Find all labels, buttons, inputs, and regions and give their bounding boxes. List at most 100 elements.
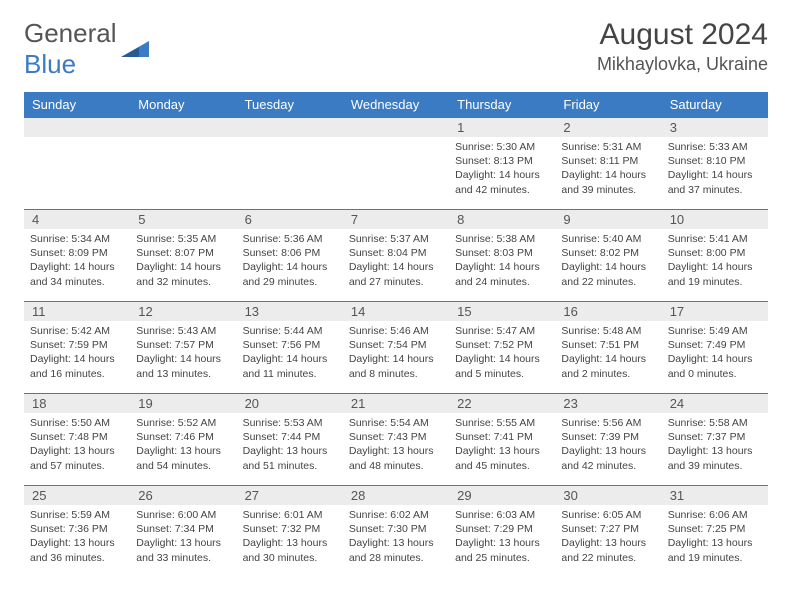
day-info: Sunrise: 5:47 AMSunset: 7:52 PMDaylight:… xyxy=(449,321,555,384)
day-info: Sunrise: 5:50 AMSunset: 7:48 PMDaylight:… xyxy=(24,413,130,476)
day-info: Sunrise: 5:41 AMSunset: 8:00 PMDaylight:… xyxy=(662,229,768,292)
day-info: Sunrise: 5:44 AMSunset: 7:56 PMDaylight:… xyxy=(237,321,343,384)
day-number xyxy=(130,118,236,137)
day-cell: 24Sunrise: 5:58 AMSunset: 7:37 PMDayligh… xyxy=(662,394,768,486)
day-cell: 12Sunrise: 5:43 AMSunset: 7:57 PMDayligh… xyxy=(130,302,236,394)
logo-triangle-icon xyxy=(121,39,149,59)
empty-cell xyxy=(130,118,236,210)
day-number: 18 xyxy=(24,394,130,413)
day-number: 13 xyxy=(237,302,343,321)
day-info: Sunrise: 5:53 AMSunset: 7:44 PMDaylight:… xyxy=(237,413,343,476)
day-info: Sunrise: 6:03 AMSunset: 7:29 PMDaylight:… xyxy=(449,505,555,568)
day-number: 4 xyxy=(24,210,130,229)
empty-cell xyxy=(24,118,130,210)
day-cell: 23Sunrise: 5:56 AMSunset: 7:39 PMDayligh… xyxy=(555,394,661,486)
day-info: Sunrise: 6:02 AMSunset: 7:30 PMDaylight:… xyxy=(343,505,449,568)
day-cell: 9Sunrise: 5:40 AMSunset: 8:02 PMDaylight… xyxy=(555,210,661,302)
day-cell: 11Sunrise: 5:42 AMSunset: 7:59 PMDayligh… xyxy=(24,302,130,394)
calendar-row: 18Sunrise: 5:50 AMSunset: 7:48 PMDayligh… xyxy=(24,394,768,486)
day-info: Sunrise: 5:34 AMSunset: 8:09 PMDaylight:… xyxy=(24,229,130,292)
day-header: Saturday xyxy=(662,92,768,118)
day-cell: 18Sunrise: 5:50 AMSunset: 7:48 PMDayligh… xyxy=(24,394,130,486)
day-cell: 27Sunrise: 6:01 AMSunset: 7:32 PMDayligh… xyxy=(237,486,343,578)
day-number: 2 xyxy=(555,118,661,137)
empty-cell xyxy=(343,118,449,210)
day-number: 29 xyxy=(449,486,555,505)
title-block: August 2024 Mikhaylovka, Ukraine xyxy=(597,18,768,75)
month-title: August 2024 xyxy=(597,18,768,52)
day-info: Sunrise: 5:36 AMSunset: 8:06 PMDaylight:… xyxy=(237,229,343,292)
day-cell: 8Sunrise: 5:38 AMSunset: 8:03 PMDaylight… xyxy=(449,210,555,302)
day-number: 14 xyxy=(343,302,449,321)
day-cell: 13Sunrise: 5:44 AMSunset: 7:56 PMDayligh… xyxy=(237,302,343,394)
day-number: 30 xyxy=(555,486,661,505)
day-cell: 19Sunrise: 5:52 AMSunset: 7:46 PMDayligh… xyxy=(130,394,236,486)
day-number: 24 xyxy=(662,394,768,413)
day-cell: 26Sunrise: 6:00 AMSunset: 7:34 PMDayligh… xyxy=(130,486,236,578)
calendar-table: SundayMondayTuesdayWednesdayThursdayFrid… xyxy=(24,92,768,578)
day-info: Sunrise: 5:52 AMSunset: 7:46 PMDaylight:… xyxy=(130,413,236,476)
day-number: 3 xyxy=(662,118,768,137)
day-info: Sunrise: 5:37 AMSunset: 8:04 PMDaylight:… xyxy=(343,229,449,292)
day-number: 12 xyxy=(130,302,236,321)
day-header: Tuesday xyxy=(237,92,343,118)
day-number: 7 xyxy=(343,210,449,229)
page-header: General Blue August 2024 Mikhaylovka, Uk… xyxy=(24,18,768,80)
logo-word-blue: Blue xyxy=(24,49,76,79)
day-cell: 28Sunrise: 6:02 AMSunset: 7:30 PMDayligh… xyxy=(343,486,449,578)
calendar-row: 11Sunrise: 5:42 AMSunset: 7:59 PMDayligh… xyxy=(24,302,768,394)
logo: General Blue xyxy=(24,18,149,80)
day-info: Sunrise: 5:48 AMSunset: 7:51 PMDaylight:… xyxy=(555,321,661,384)
day-info: Sunrise: 5:38 AMSunset: 8:03 PMDaylight:… xyxy=(449,229,555,292)
day-cell: 31Sunrise: 6:06 AMSunset: 7:25 PMDayligh… xyxy=(662,486,768,578)
day-header: Friday xyxy=(555,92,661,118)
day-info: Sunrise: 5:56 AMSunset: 7:39 PMDaylight:… xyxy=(555,413,661,476)
calendar-body: 1Sunrise: 5:30 AMSunset: 8:13 PMDaylight… xyxy=(24,118,768,578)
day-number: 28 xyxy=(343,486,449,505)
day-number: 6 xyxy=(237,210,343,229)
day-info: Sunrise: 5:55 AMSunset: 7:41 PMDaylight:… xyxy=(449,413,555,476)
logo-text: General Blue xyxy=(24,18,117,80)
day-cell: 14Sunrise: 5:46 AMSunset: 7:54 PMDayligh… xyxy=(343,302,449,394)
day-info: Sunrise: 6:06 AMSunset: 7:25 PMDaylight:… xyxy=(662,505,768,568)
day-number: 16 xyxy=(555,302,661,321)
day-info: Sunrise: 5:40 AMSunset: 8:02 PMDaylight:… xyxy=(555,229,661,292)
day-cell: 3Sunrise: 5:33 AMSunset: 8:10 PMDaylight… xyxy=(662,118,768,210)
day-cell: 5Sunrise: 5:35 AMSunset: 8:07 PMDaylight… xyxy=(130,210,236,302)
day-number: 8 xyxy=(449,210,555,229)
day-cell: 6Sunrise: 5:36 AMSunset: 8:06 PMDaylight… xyxy=(237,210,343,302)
day-cell: 16Sunrise: 5:48 AMSunset: 7:51 PMDayligh… xyxy=(555,302,661,394)
day-cell: 20Sunrise: 5:53 AMSunset: 7:44 PMDayligh… xyxy=(237,394,343,486)
day-info: Sunrise: 5:42 AMSunset: 7:59 PMDaylight:… xyxy=(24,321,130,384)
day-number xyxy=(343,118,449,137)
day-info: Sunrise: 6:05 AMSunset: 7:27 PMDaylight:… xyxy=(555,505,661,568)
day-info: Sunrise: 5:33 AMSunset: 8:10 PMDaylight:… xyxy=(662,137,768,200)
day-number: 27 xyxy=(237,486,343,505)
day-number: 11 xyxy=(24,302,130,321)
day-number: 25 xyxy=(24,486,130,505)
empty-cell xyxy=(237,118,343,210)
calendar-row: 25Sunrise: 5:59 AMSunset: 7:36 PMDayligh… xyxy=(24,486,768,578)
day-cell: 1Sunrise: 5:30 AMSunset: 8:13 PMDaylight… xyxy=(449,118,555,210)
day-info: Sunrise: 5:31 AMSunset: 8:11 PMDaylight:… xyxy=(555,137,661,200)
calendar-row: 1Sunrise: 5:30 AMSunset: 8:13 PMDaylight… xyxy=(24,118,768,210)
day-header: Thursday xyxy=(449,92,555,118)
day-number: 17 xyxy=(662,302,768,321)
day-cell: 21Sunrise: 5:54 AMSunset: 7:43 PMDayligh… xyxy=(343,394,449,486)
day-info: Sunrise: 6:00 AMSunset: 7:34 PMDaylight:… xyxy=(130,505,236,568)
day-cell: 25Sunrise: 5:59 AMSunset: 7:36 PMDayligh… xyxy=(24,486,130,578)
logo-word-general: General xyxy=(24,18,117,48)
day-header: Wednesday xyxy=(343,92,449,118)
day-header-row: SundayMondayTuesdayWednesdayThursdayFrid… xyxy=(24,92,768,118)
day-cell: 29Sunrise: 6:03 AMSunset: 7:29 PMDayligh… xyxy=(449,486,555,578)
day-number: 23 xyxy=(555,394,661,413)
day-info: Sunrise: 5:30 AMSunset: 8:13 PMDaylight:… xyxy=(449,137,555,200)
day-info: Sunrise: 5:43 AMSunset: 7:57 PMDaylight:… xyxy=(130,321,236,384)
day-number: 21 xyxy=(343,394,449,413)
day-cell: 10Sunrise: 5:41 AMSunset: 8:00 PMDayligh… xyxy=(662,210,768,302)
day-number: 31 xyxy=(662,486,768,505)
day-info: Sunrise: 5:46 AMSunset: 7:54 PMDaylight:… xyxy=(343,321,449,384)
day-number: 22 xyxy=(449,394,555,413)
day-number: 9 xyxy=(555,210,661,229)
day-info: Sunrise: 5:49 AMSunset: 7:49 PMDaylight:… xyxy=(662,321,768,384)
